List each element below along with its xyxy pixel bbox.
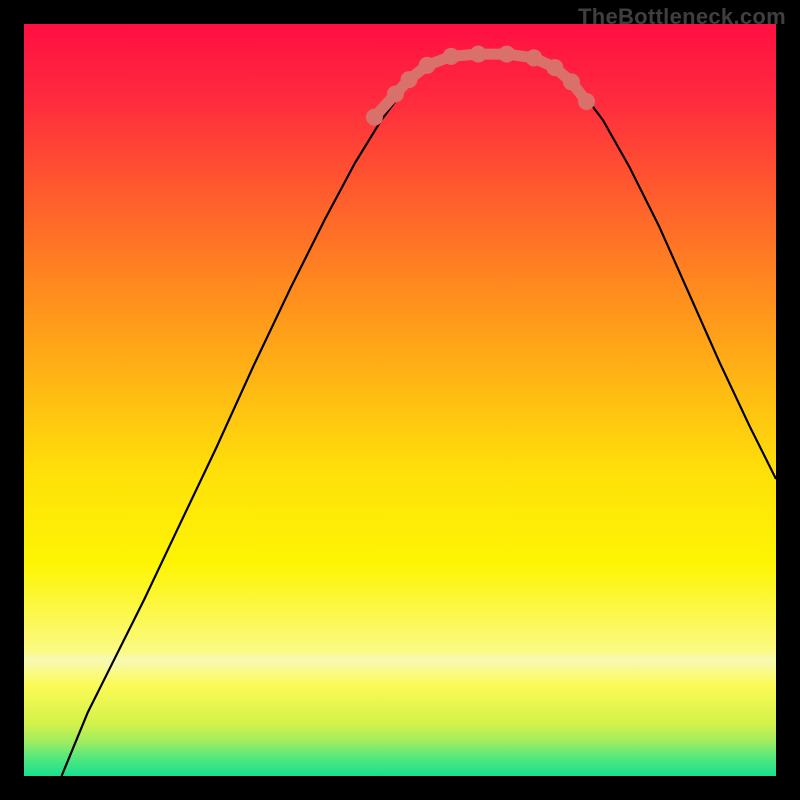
optimal-range-marker	[401, 71, 418, 88]
optimal-range-marker	[578, 93, 595, 110]
plot-area	[24, 24, 776, 776]
optimal-range-marker	[546, 59, 563, 76]
optimal-range-marker	[443, 48, 460, 65]
chart-container: TheBottleneck.com	[0, 0, 800, 800]
bottleneck-curve-chart	[0, 0, 800, 800]
optimal-range-marker	[525, 49, 542, 66]
optimal-range-marker	[563, 73, 580, 90]
watermark-text: TheBottleneck.com	[578, 4, 786, 30]
optimal-range-marker	[366, 109, 383, 126]
optimal-range-marker	[387, 85, 404, 102]
optimal-range-marker	[470, 46, 487, 63]
optimal-range-marker	[498, 46, 515, 63]
optimal-range-marker	[419, 57, 436, 74]
